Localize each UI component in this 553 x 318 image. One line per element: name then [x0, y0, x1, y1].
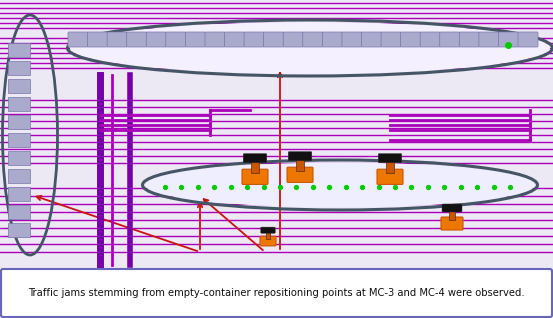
Bar: [8, 169, 30, 183]
FancyBboxPatch shape: [420, 32, 440, 47]
Bar: [449, 209, 455, 220]
FancyBboxPatch shape: [225, 32, 244, 47]
FancyBboxPatch shape: [440, 32, 460, 47]
Bar: [252, 159, 259, 173]
Bar: [8, 133, 30, 147]
FancyBboxPatch shape: [244, 32, 264, 47]
Bar: [8, 79, 30, 93]
FancyBboxPatch shape: [442, 204, 462, 212]
FancyBboxPatch shape: [287, 167, 313, 183]
FancyBboxPatch shape: [260, 236, 276, 246]
FancyBboxPatch shape: [377, 169, 403, 184]
FancyBboxPatch shape: [303, 32, 323, 47]
Text: Traffic jams stemming from empty-container repositioning points at MC-3 and MC-4: Traffic jams stemming from empty-contain…: [28, 288, 524, 298]
FancyBboxPatch shape: [185, 32, 205, 47]
FancyBboxPatch shape: [381, 32, 401, 47]
FancyBboxPatch shape: [378, 154, 402, 163]
FancyBboxPatch shape: [479, 32, 499, 47]
Ellipse shape: [145, 162, 535, 208]
FancyBboxPatch shape: [146, 32, 166, 47]
FancyBboxPatch shape: [322, 32, 342, 47]
Bar: [8, 223, 30, 237]
FancyBboxPatch shape: [362, 32, 382, 47]
Bar: [8, 97, 30, 111]
FancyBboxPatch shape: [260, 227, 275, 233]
FancyBboxPatch shape: [205, 32, 225, 47]
FancyBboxPatch shape: [127, 32, 147, 47]
FancyBboxPatch shape: [400, 32, 421, 47]
FancyBboxPatch shape: [283, 32, 303, 47]
Bar: [8, 61, 30, 75]
Bar: [387, 159, 394, 173]
FancyBboxPatch shape: [441, 217, 463, 230]
Bar: [8, 115, 30, 129]
Bar: [266, 231, 270, 238]
FancyBboxPatch shape: [243, 154, 267, 163]
Ellipse shape: [70, 22, 550, 74]
Bar: [8, 205, 30, 219]
Bar: [8, 151, 30, 165]
FancyBboxPatch shape: [498, 32, 518, 47]
FancyBboxPatch shape: [342, 32, 362, 47]
FancyBboxPatch shape: [166, 32, 186, 47]
FancyBboxPatch shape: [87, 32, 108, 47]
Bar: [296, 157, 304, 170]
Bar: [8, 187, 30, 201]
FancyBboxPatch shape: [264, 32, 284, 47]
Bar: [8, 43, 30, 57]
FancyBboxPatch shape: [288, 152, 312, 161]
FancyBboxPatch shape: [1, 269, 552, 317]
FancyBboxPatch shape: [460, 32, 479, 47]
FancyBboxPatch shape: [518, 32, 538, 47]
FancyBboxPatch shape: [242, 169, 268, 184]
FancyBboxPatch shape: [68, 32, 88, 47]
FancyBboxPatch shape: [107, 32, 127, 47]
